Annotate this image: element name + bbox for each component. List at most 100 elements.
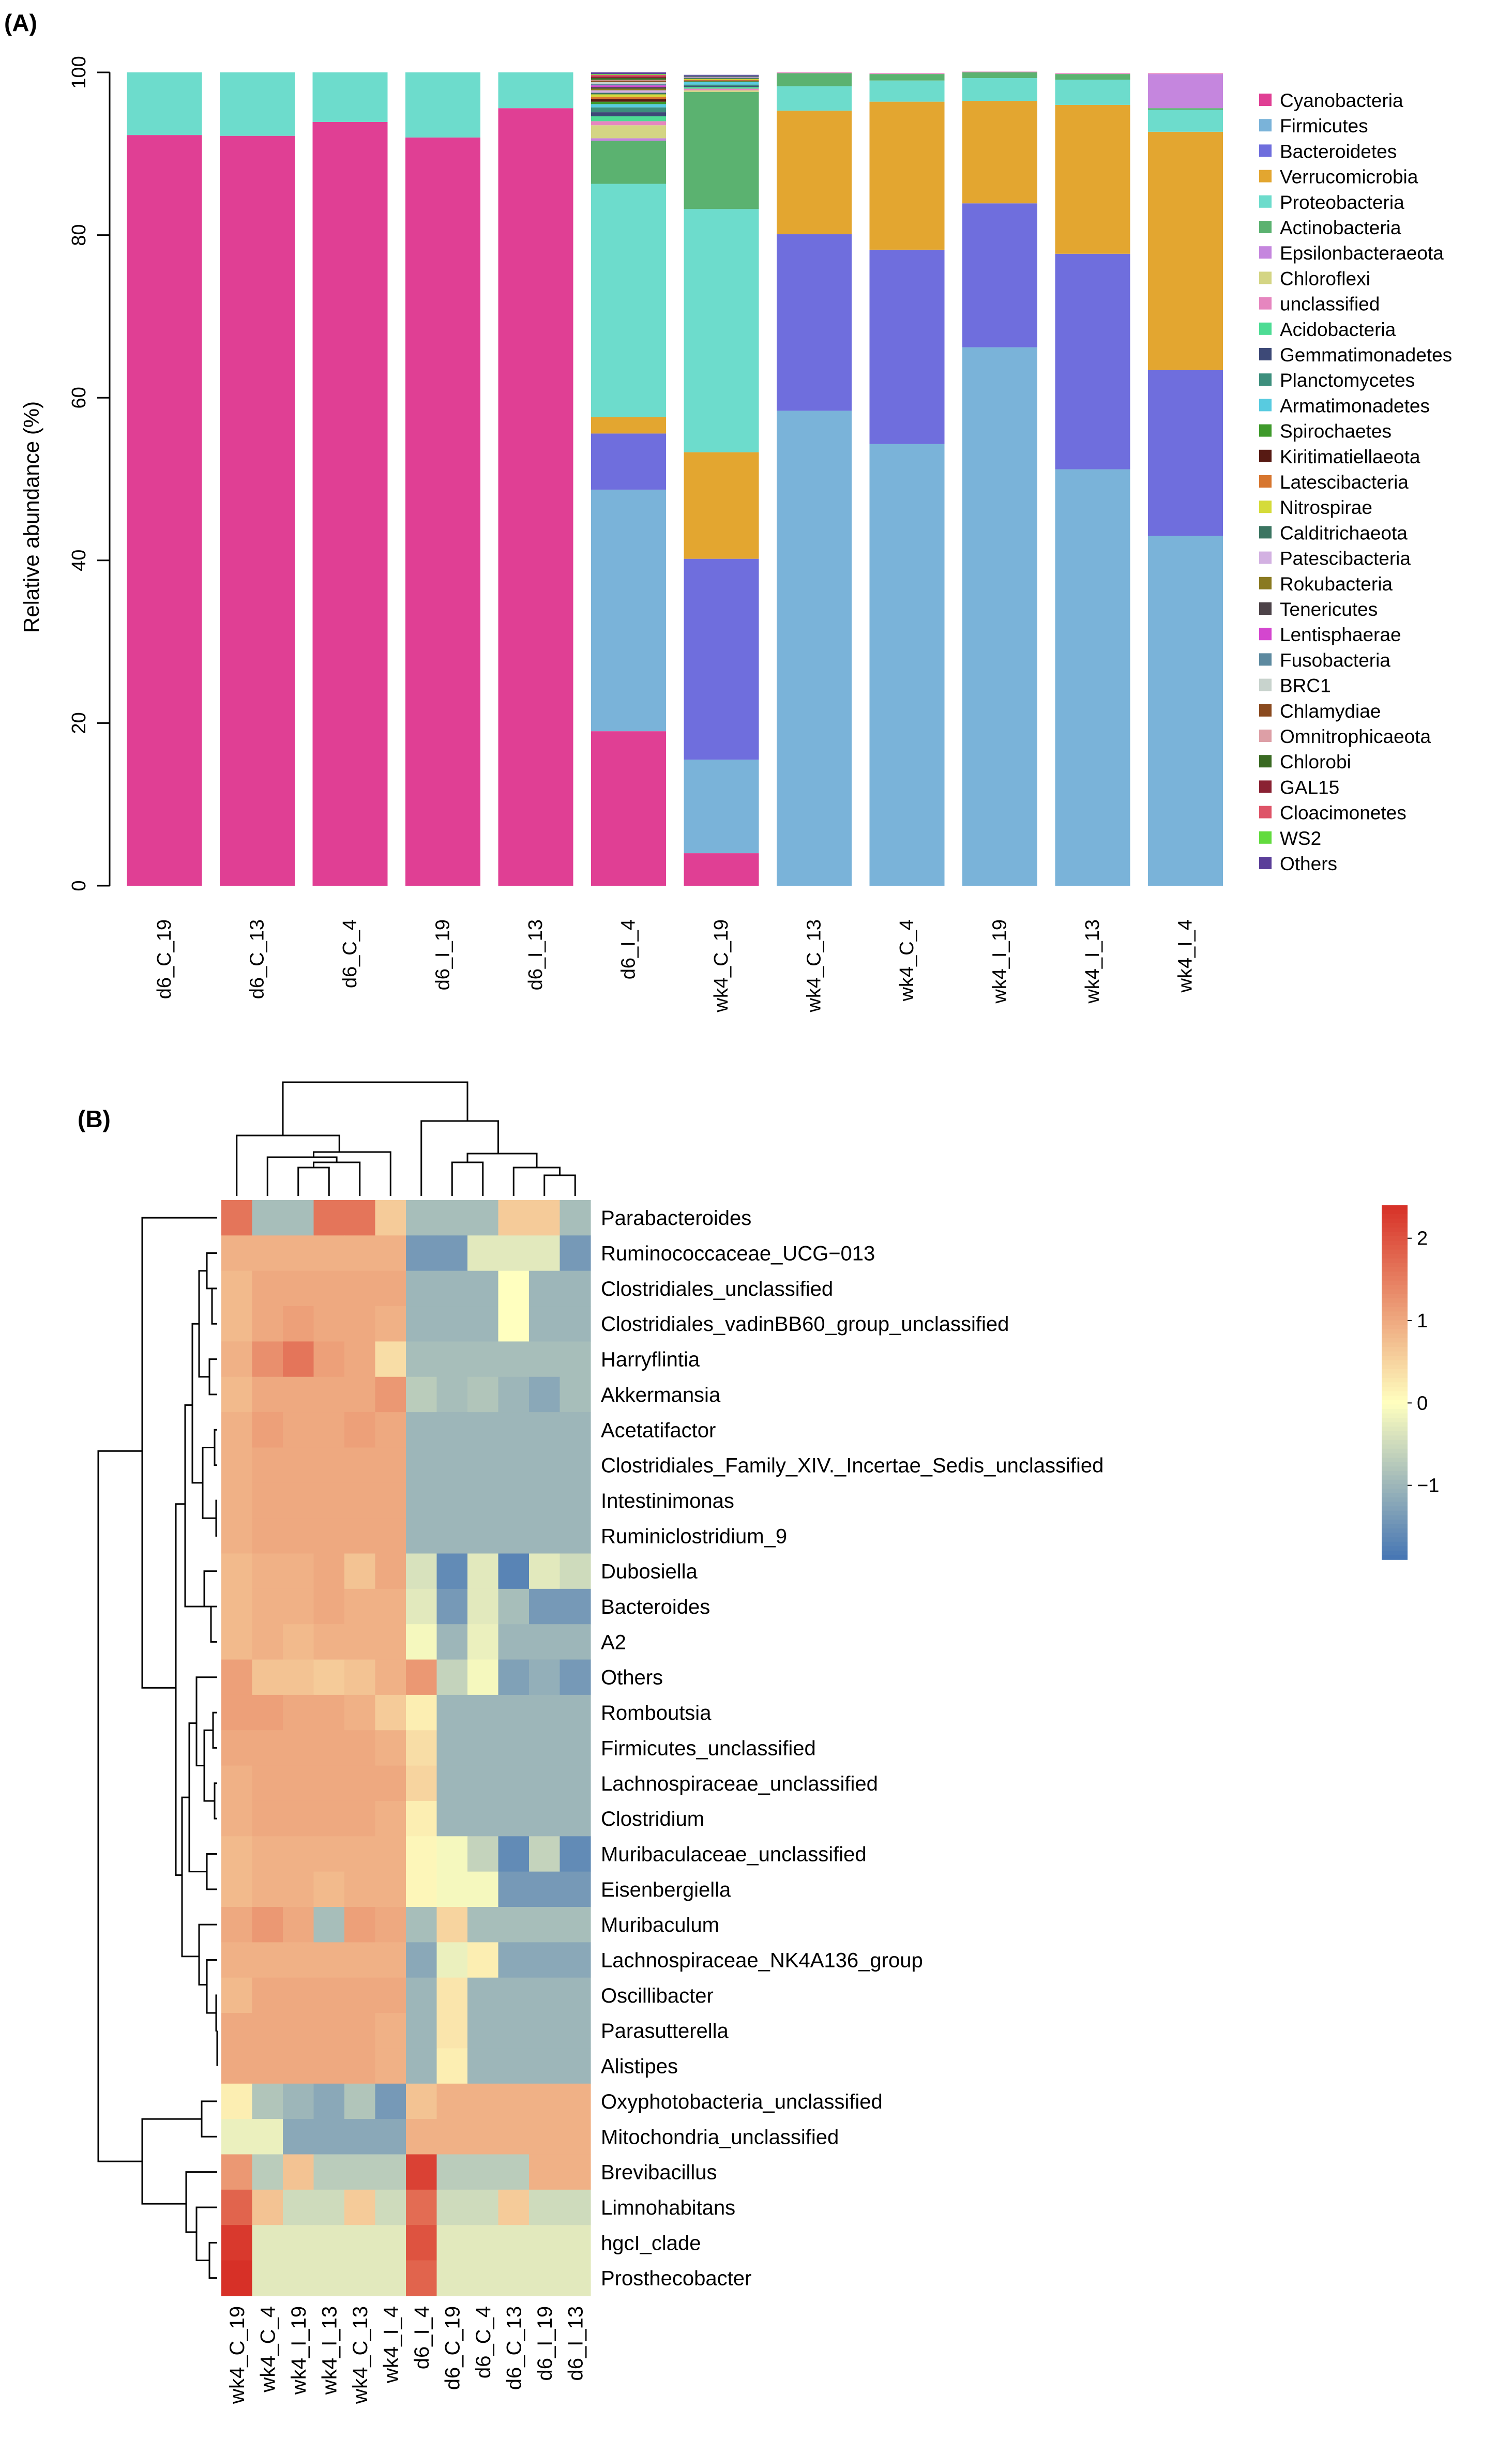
bar-segment [1148,131,1223,370]
heatmap-cell [467,2048,499,2084]
heatmap-cell [529,1376,561,1413]
color-scale-segment [1382,1329,1408,1335]
heatmap-cell [221,2013,253,2049]
legend-label: BRC1 [1280,675,1331,696]
row-label: Ruminiclostridium_9 [601,1525,787,1548]
heatmap-cell [375,1553,406,1589]
column-label: d6_C_19 [441,2306,464,2390]
heatmap-cell [375,1871,406,1907]
color-scale-segment [1382,1351,1408,1356]
heatmap-cell [406,2154,437,2190]
dendrogram-link [97,1450,142,2162]
heatmap-cell [313,1482,345,1519]
heatmap-cell [221,1836,253,1872]
heatmap-cell [221,2119,253,2155]
row-label: Akkermansia [601,1384,721,1406]
color-scale-segment [1382,1418,1408,1423]
color-scale-segment [1382,1373,1408,1378]
heatmap-cell [467,1376,499,1413]
color-scale-segment [1382,1408,1408,1414]
bar-segment [591,104,666,108]
heatmap-cell [221,1977,253,2013]
heatmap-cell [252,1977,283,2013]
heatmap-cell [344,2083,376,2119]
heatmap-cell [467,1306,499,1342]
heatmap-cell [375,2083,406,2119]
row-label: Prosthecobacter [601,2267,751,2290]
heatmap-cell [467,1518,499,1554]
dendrogram-link [141,1217,217,1689]
dendrogram-link [198,1923,217,1986]
heatmap-cell [283,1553,314,1589]
heatmap-cell [344,1518,376,1554]
heatmap-cell [560,1907,591,1943]
heatmap-cell [560,2013,591,2049]
heatmap-cell [283,1235,314,1271]
heatmap-cell [344,1341,376,1377]
heatmap-cell [498,1694,530,1731]
heatmap-cell [498,1977,530,2013]
heatmap-cell [406,1907,437,1943]
bar-segment [591,99,666,102]
legend-label: Acidobacteria [1280,319,1396,340]
y-tick-label: 100 [68,56,90,88]
column-label: d6_I_19 [534,2306,556,2381]
legend-swatch [1259,221,1272,233]
color-scale-segment [1382,1524,1408,1529]
legend-label: Spirochaetes [1280,421,1392,442]
heatmap-cell [221,1518,253,1554]
heatmap-cell [436,1977,468,2013]
heatmap-cell [344,1588,376,1625]
heatmap-cell [283,1200,314,1236]
row-label: Romboutsia [601,1702,712,1724]
heatmap-cell [467,1977,499,2013]
color-scale-segment [1382,1541,1408,1547]
heatmap-cell [221,1270,253,1307]
heatmap-cell [283,1659,314,1695]
bar-segment [684,84,759,86]
heatmap-cell [436,1942,468,1978]
heatmap-cell [252,1412,283,1448]
bar-segment [684,558,759,760]
heatmap-cell [467,1730,499,1766]
heatmap-cell [560,1376,591,1413]
heatmap-cell [467,2225,499,2261]
heatmap-cell [529,1624,561,1660]
color-scale-segment [1382,1334,1408,1339]
heatmap-cell [313,1694,345,1731]
heatmap-cell [221,1447,253,1483]
heatmap-cell [221,1765,253,1801]
color-scale-segment [1382,1232,1408,1237]
heatmap-cell [406,1482,437,1519]
x-tick-label: wk4_I_19 [989,919,1011,1004]
heatmap-cell [221,2048,253,2084]
heatmap-cell [252,2013,283,2049]
color-scale-legend: 2 1 0 −1 [1382,1205,1439,1560]
legend-label: Cloacimonetes [1280,802,1407,824]
heatmap-cell [221,2189,253,2225]
heatmap-cell [560,1765,591,1801]
color-scale-segment [1382,1537,1408,1542]
heatmap-cell [436,2083,468,2119]
bar-segment [591,184,666,417]
heatmap-cell [529,2048,561,2084]
heatmap-cell [498,2154,530,2190]
heatmap-cell [560,1518,591,1554]
heatmap-cell [221,2083,253,2119]
color-scale-segment [1382,1263,1408,1268]
bar-segment [684,80,759,82]
row-label: Dubosiella [601,1561,698,1583]
heatmap-cell [375,1200,406,1236]
heatmap-cell [283,1977,314,2013]
dendrogram-link [214,1782,217,1820]
heatmap-cell [498,1376,530,1413]
heatmap-cell [283,2260,314,2296]
bar-segment [869,101,945,250]
heatmap-cell [375,1412,406,1448]
heatmap-cell [467,1800,499,1837]
color-scale-segment [1382,1325,1408,1330]
bar-segment [684,88,759,90]
bar-segment [777,86,852,111]
heatmap-cell [560,2048,591,2084]
row-label: Oscillibacter [601,1984,714,2007]
